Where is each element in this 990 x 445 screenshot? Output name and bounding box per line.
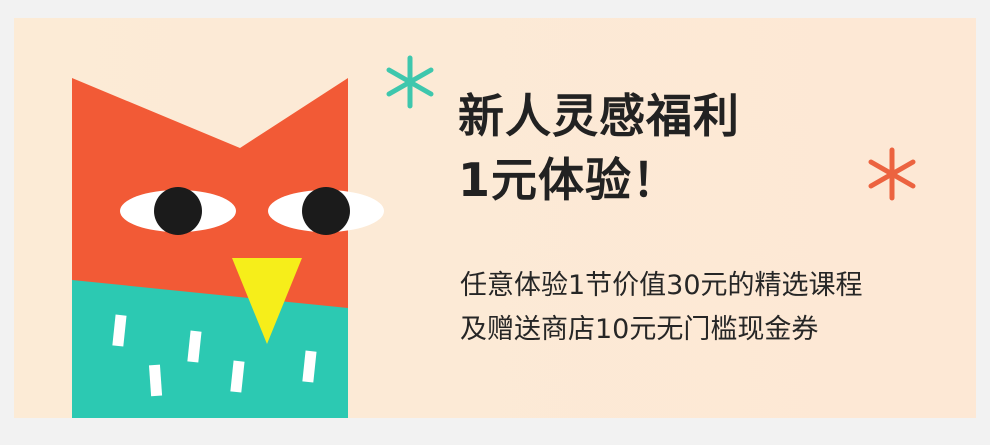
promo-description: 任意体验1节价值30元的精选课程 及赠送商店10元无门槛现金券	[460, 264, 863, 352]
description-line-2: 及赠送商店10元无门槛现金券	[460, 314, 819, 345]
headline-line-1: 新人灵感福利	[458, 89, 740, 143]
owl-mascot-icon	[72, 78, 384, 418]
promo-banner[interactable]: 新人灵感福利 1元体验！ 任意体验1节价值30元的精选课程 及赠送商店10元无门…	[14, 18, 976, 418]
sparkle-icon	[868, 147, 916, 201]
description-line-1: 任意体验1节价值30元的精选课程	[460, 270, 863, 301]
headline-line-2: 1元体验！	[458, 153, 680, 207]
promo-headline: 新人灵感福利 1元体验！	[458, 84, 740, 212]
sparkle-icon	[386, 55, 434, 109]
